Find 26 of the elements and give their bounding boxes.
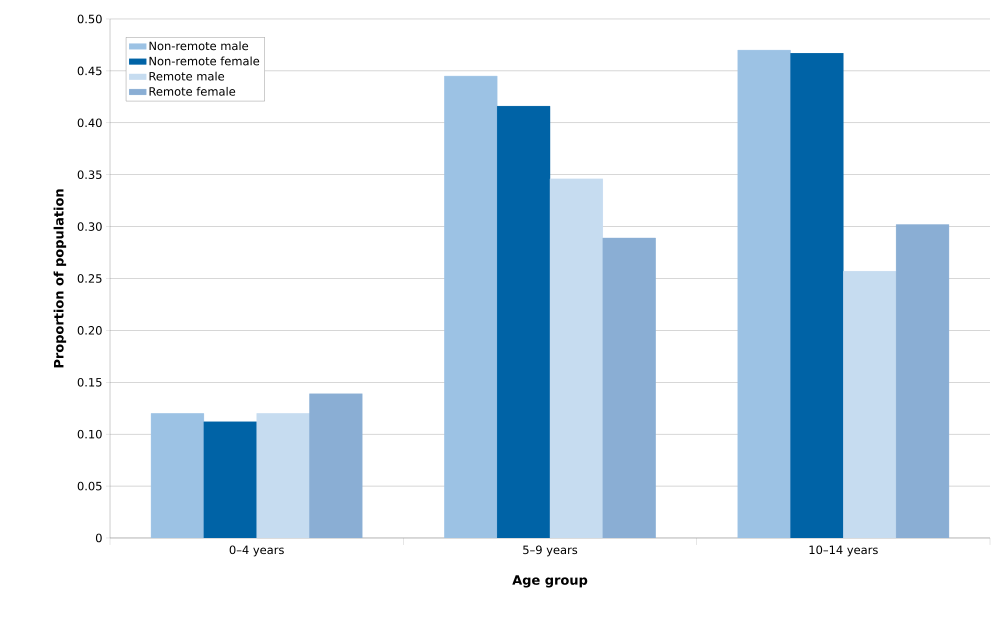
- x-axis-title: Age group: [512, 575, 588, 588]
- y-tick-label: 0.10: [78, 430, 102, 439]
- bar: [843, 271, 896, 538]
- legend-label: Remote female: [150, 86, 236, 96]
- bar: [550, 178, 604, 538]
- legend-label: Remote male: [150, 72, 224, 81]
- legend-label: Non-remote male: [150, 41, 248, 50]
- y-tick-label: 0: [96, 534, 102, 542]
- y-tick-label: 0.30: [78, 222, 102, 231]
- x-tick-label: 0–4 years: [230, 546, 284, 556]
- bar: [497, 106, 550, 538]
- y-tick-label: 0.15: [78, 378, 102, 387]
- x-tick-label: 5–9 years: [523, 546, 578, 556]
- y-tick-label: 0.50: [78, 14, 102, 24]
- y-axis-title: Proportion of population: [54, 189, 66, 368]
- x-tick-label: 10–14 years: [810, 546, 878, 556]
- y-tick-label: 0.35: [78, 170, 102, 180]
- y-tick-label: 0.40: [78, 118, 102, 128]
- y-tick-label: 0.45: [78, 66, 102, 76]
- legend-label: Non-remote female: [150, 56, 260, 66]
- y-tick-label: 0.05: [78, 482, 102, 490]
- bar: [256, 413, 310, 538]
- bar: [204, 422, 257, 538]
- y-tick-label: 0.25: [78, 274, 102, 283]
- y-tick-label: 0.20: [78, 326, 102, 335]
- bar: [790, 53, 844, 538]
